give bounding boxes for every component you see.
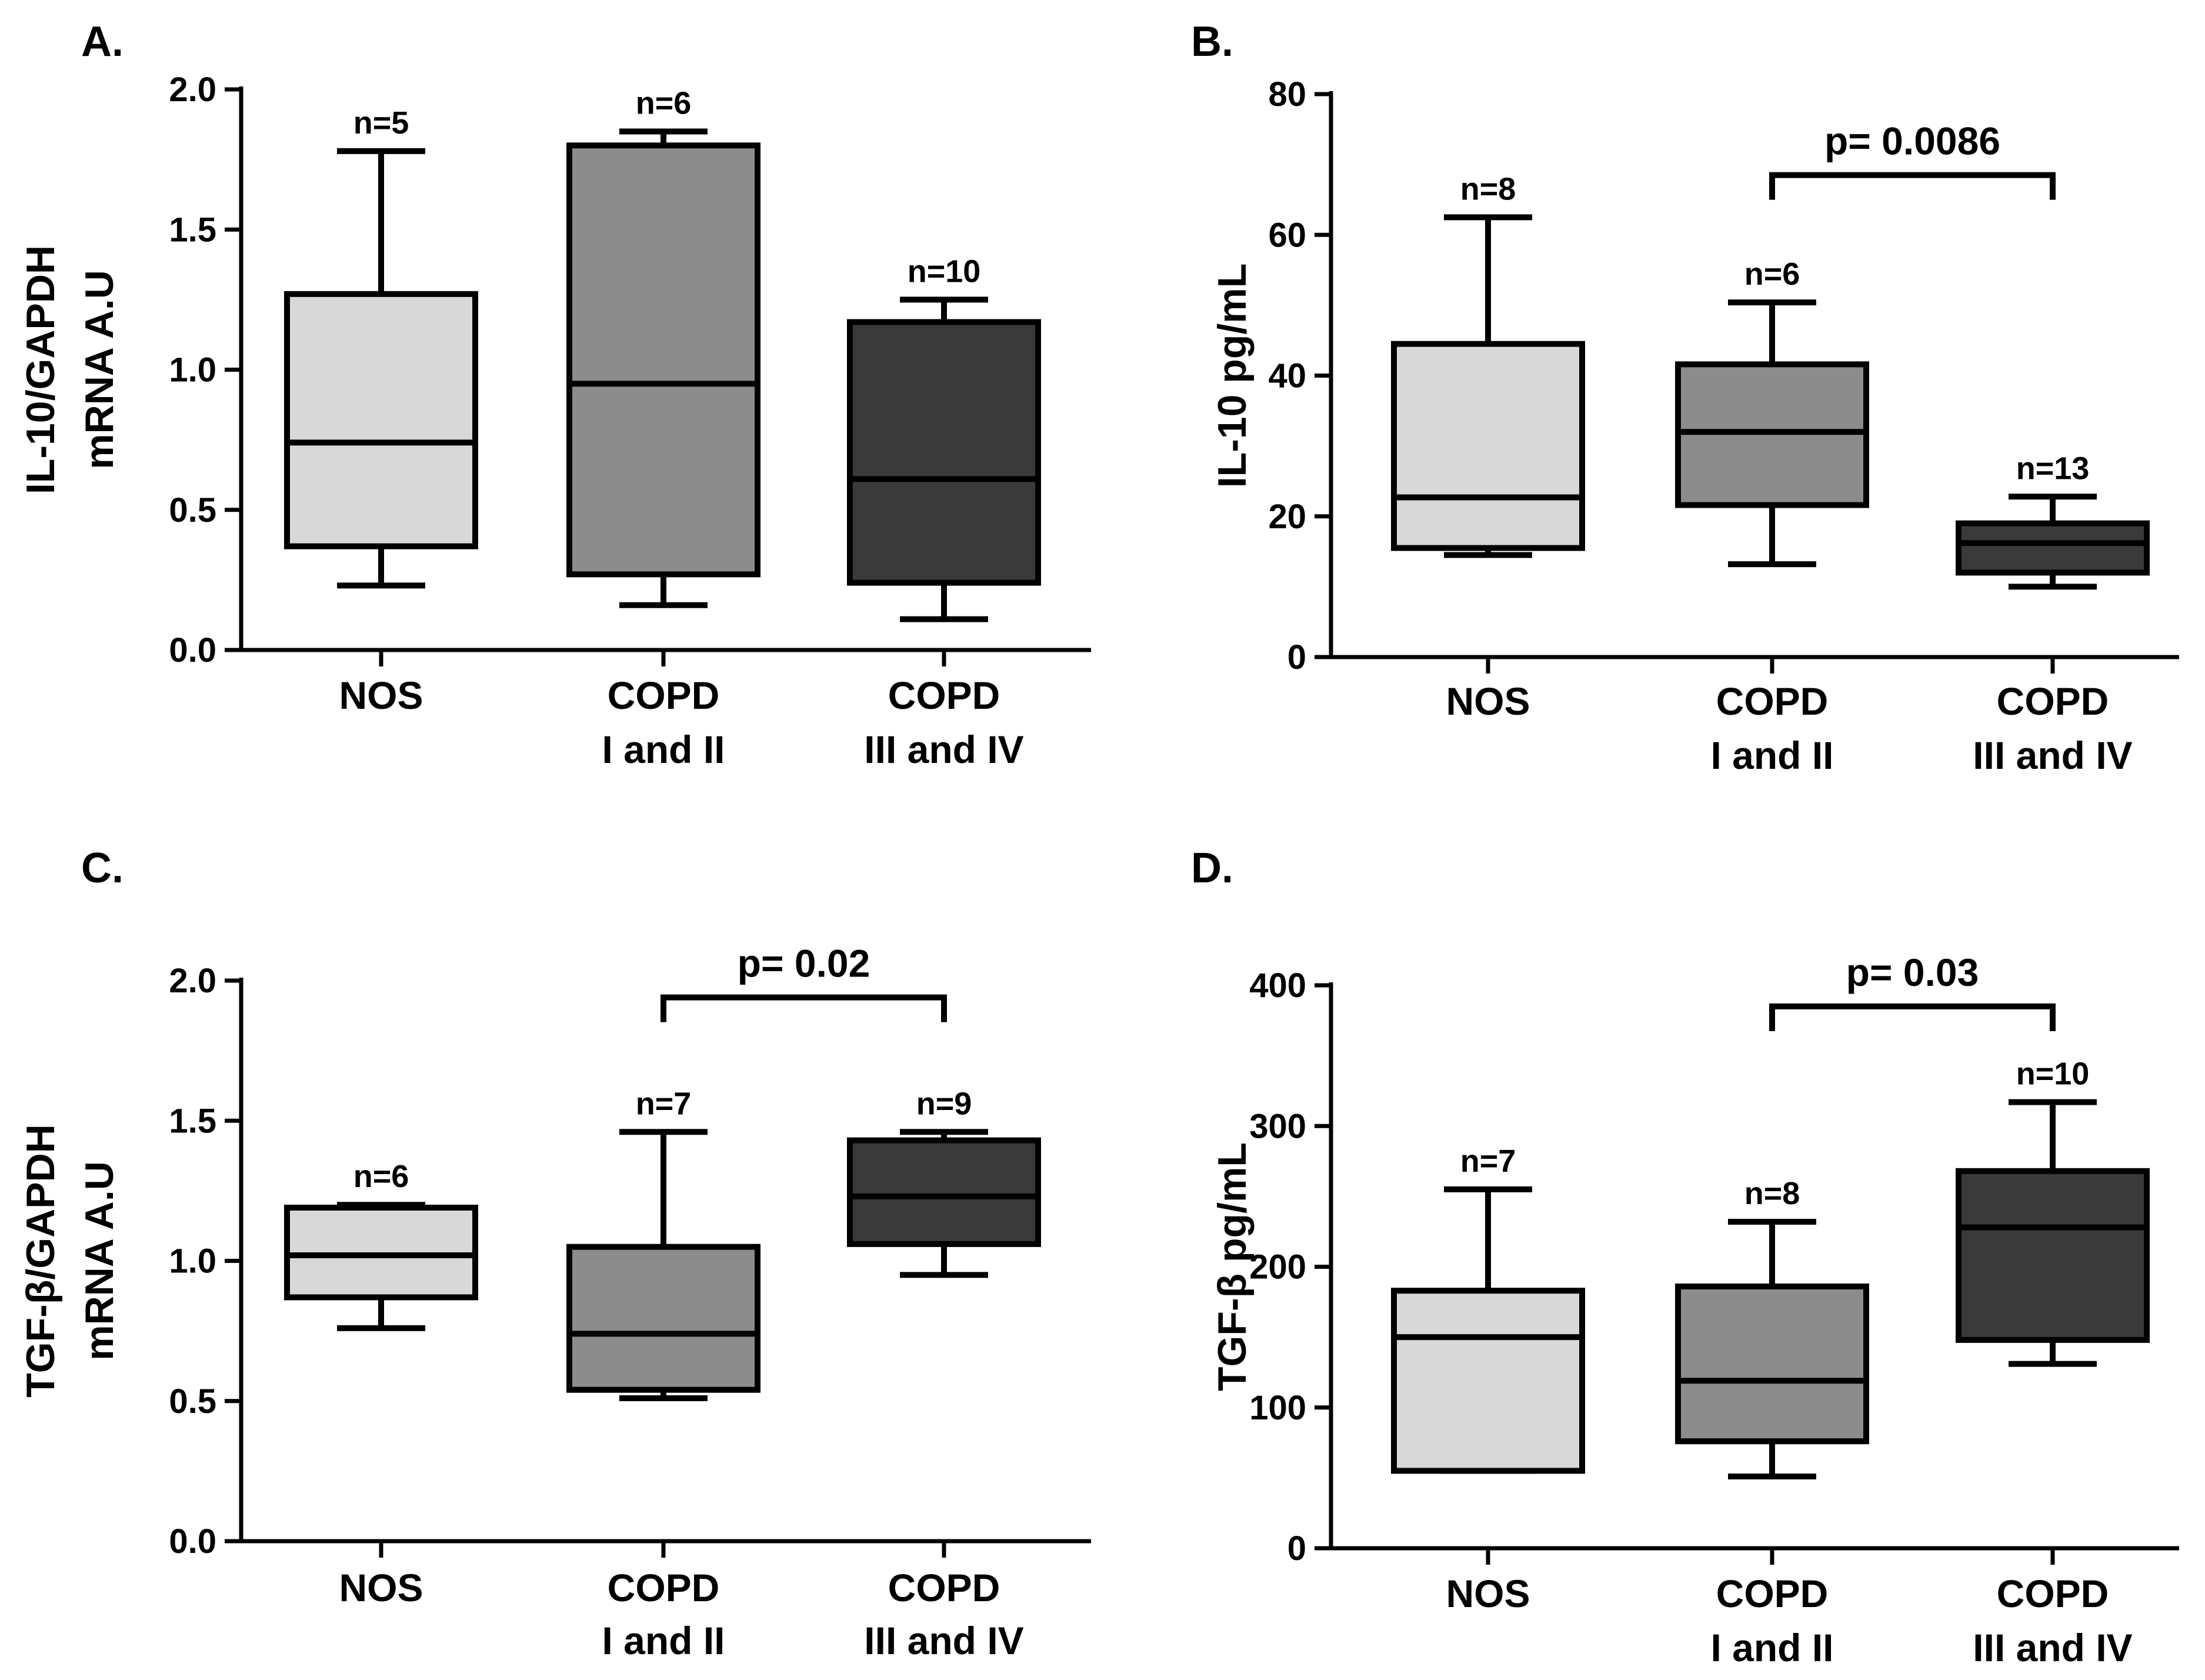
y-tick-label: 2.0 — [169, 71, 216, 109]
box-3: n=10 — [847, 254, 1041, 622]
category-label: NOS — [339, 674, 423, 717]
panel-a: A. 0.0 0.5 1.0 1.5 2.0 IL-10/GAPDH mRNA A.U NOS C… — [18, 18, 1091, 771]
bracket-line — [1769, 172, 2056, 200]
panel-label: D. — [1191, 845, 1233, 892]
box-body — [566, 142, 760, 578]
box-1: n=6 — [284, 1159, 478, 1331]
y-tick-label: 0.0 — [169, 631, 216, 669]
category-label: III and IV — [1973, 734, 2132, 777]
box-body — [1391, 1288, 1585, 1474]
significance-bracket: p= 0.02 — [661, 942, 947, 1022]
panel-label: B. — [1191, 18, 1233, 65]
y-axis-title: TGF-β pg/mL — [1210, 1142, 1255, 1391]
y-axis-title: mRNA A.U — [77, 1161, 122, 1361]
y-tick-label: 20 — [1268, 498, 1306, 536]
category-label: COPD — [1716, 679, 1829, 723]
panel-c: C. 0.0 0.5 1.0 1.5 2.0 TGF-β/GAPDH mRNA A.U NOS C… — [18, 845, 1091, 1662]
box-body — [1956, 1168, 2150, 1343]
y-tick-label: 0 — [1287, 638, 1306, 676]
n-label: n=13 — [2016, 451, 2090, 486]
category-label: NOS — [1446, 1572, 1530, 1615]
y-tick-label: 1.0 — [169, 1242, 216, 1281]
box-body — [284, 291, 478, 549]
n-label: n=8 — [1460, 171, 1516, 206]
y-tick-label: 100 — [1249, 1389, 1306, 1427]
box-3: n=13 — [1956, 451, 2150, 590]
y-tick-label: 200 — [1249, 1248, 1306, 1286]
y-tick-label: 0.5 — [169, 1382, 216, 1421]
box-body — [847, 319, 1041, 586]
category-label: COPD — [608, 1566, 720, 1609]
category-label: COPD — [1716, 1572, 1829, 1615]
significance-bracket: p= 0.03 — [1769, 951, 2056, 1031]
category-label: I and II — [602, 728, 725, 771]
panel-d: D. 0 100 200 300 400 TGF-β pg/mL NOS COPD I and I… — [1191, 845, 2179, 1669]
category-label: COPD — [888, 674, 1000, 717]
n-label: n=6 — [636, 85, 692, 121]
y-axis-title: IL-10 pg/mL — [1210, 264, 1255, 488]
category-label: III and IV — [864, 728, 1023, 771]
y-tick-label: 1.5 — [169, 1102, 216, 1140]
n-label: n=7 — [1460, 1144, 1516, 1179]
y-axis-title: mRNA A.U — [77, 270, 122, 469]
y-tick-label: 2.0 — [169, 962, 216, 1000]
bracket-line — [1769, 1003, 2056, 1031]
n-label: n=9 — [916, 1086, 972, 1121]
category-label: I and II — [1710, 1626, 1833, 1669]
y-tick-label: 0.0 — [169, 1522, 216, 1561]
category-label: COPD — [1997, 1572, 2109, 1615]
y-tick-label: 1.5 — [169, 211, 216, 249]
box-2: n=6 — [1675, 256, 1869, 568]
y-tick-label: 40 — [1268, 357, 1306, 395]
box-body — [847, 1137, 1041, 1247]
panel-label: A. — [81, 18, 124, 65]
category-label: COPD — [608, 674, 720, 717]
box-body — [1956, 520, 2150, 576]
y-tick-label: 60 — [1268, 216, 1306, 254]
y-tick-label: 80 — [1268, 75, 1306, 114]
y-tick-label: 400 — [1249, 966, 1306, 1005]
box-1: n=5 — [284, 105, 478, 589]
y-axis-title: IL-10/GAPDH — [18, 245, 63, 494]
p-value-label: p= 0.0086 — [1824, 119, 2000, 163]
box-1: n=7 — [1391, 1144, 1585, 1474]
bracket-line — [661, 994, 947, 1022]
panel-label: C. — [81, 845, 124, 892]
box-3: n=9 — [847, 1086, 1041, 1278]
category-label: III and IV — [1973, 1626, 2132, 1669]
category-label: COPD — [1997, 679, 2109, 723]
category-label: NOS — [1446, 679, 1530, 723]
category-label: NOS — [339, 1566, 423, 1609]
y-tick-label: 300 — [1249, 1107, 1306, 1145]
box-body — [1391, 341, 1585, 551]
box-2: n=8 — [1675, 1176, 1869, 1479]
box-2: n=7 — [566, 1086, 760, 1401]
category-label: I and II — [602, 1619, 725, 1662]
y-tick-label: 0.5 — [169, 491, 216, 529]
y-tick-label: 1.0 — [169, 351, 216, 389]
box-2: n=6 — [566, 85, 760, 608]
n-label: n=10 — [908, 254, 981, 289]
box-body — [566, 1244, 760, 1393]
category-label: I and II — [1710, 734, 1833, 777]
n-label: n=10 — [2016, 1056, 2090, 1092]
panel-b: B. 0 20 40 60 80 IL-10 pg/mL NOS COPD I and II COP… — [1191, 18, 2179, 777]
n-label: n=6 — [1744, 256, 1800, 292]
y-tick-label: 0 — [1287, 1529, 1306, 1568]
p-value-label: p= 0.03 — [1846, 951, 1979, 994]
category-label: COPD — [888, 1566, 1000, 1609]
box-body — [1675, 1283, 1869, 1445]
n-label: n=5 — [353, 105, 409, 141]
n-label: n=8 — [1744, 1176, 1800, 1211]
p-value-label: p= 0.02 — [738, 942, 870, 985]
box-1: n=8 — [1391, 171, 1585, 558]
category-label: III and IV — [864, 1619, 1023, 1662]
significance-bracket: p= 0.0086 — [1769, 119, 2056, 200]
n-label: n=7 — [636, 1086, 692, 1121]
n-label: n=6 — [353, 1159, 409, 1194]
box-3: n=10 — [1956, 1056, 2150, 1367]
y-axis-title: TGF-β/GAPDH — [18, 1124, 63, 1398]
